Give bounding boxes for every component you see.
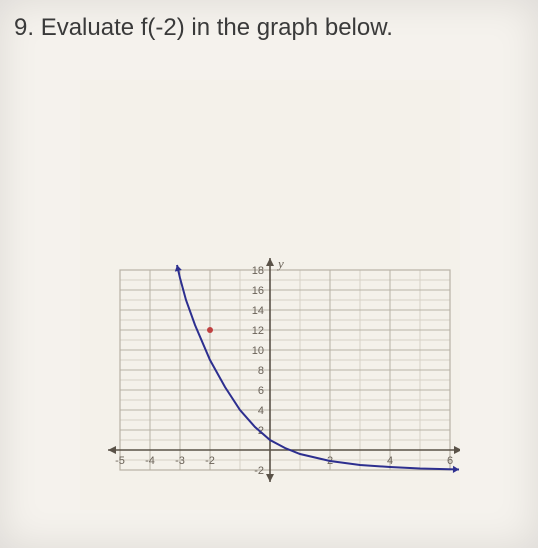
svg-text:6: 6: [447, 455, 453, 467]
svg-text:6: 6: [258, 385, 264, 397]
question-number: 9.: [14, 14, 34, 41]
svg-text:-2: -2: [205, 455, 215, 467]
question-text: Evaluate f(-2) in the graph below.: [41, 14, 393, 41]
svg-text:16: 16: [252, 285, 264, 297]
svg-text:-5: -5: [115, 455, 125, 467]
svg-text:8: 8: [258, 365, 264, 377]
question-line: 9. Evaluate f(-2) in the graph below.: [14, 12, 528, 43]
chart-svg: -5-4-3-2246-224681012141618xy: [80, 80, 460, 510]
svg-text:4: 4: [387, 455, 393, 467]
svg-text:-3: -3: [175, 455, 185, 467]
svg-text:-2: -2: [254, 465, 264, 477]
function-graph: -5-4-3-2246-224681012141618xy: [80, 80, 460, 510]
svg-text:18: 18: [252, 265, 264, 277]
svg-text:10: 10: [252, 345, 264, 357]
svg-text:-4: -4: [145, 455, 155, 467]
svg-text:4: 4: [258, 405, 264, 417]
svg-text:12: 12: [252, 325, 264, 337]
svg-text:14: 14: [252, 305, 264, 317]
svg-text:y: y: [276, 256, 284, 271]
